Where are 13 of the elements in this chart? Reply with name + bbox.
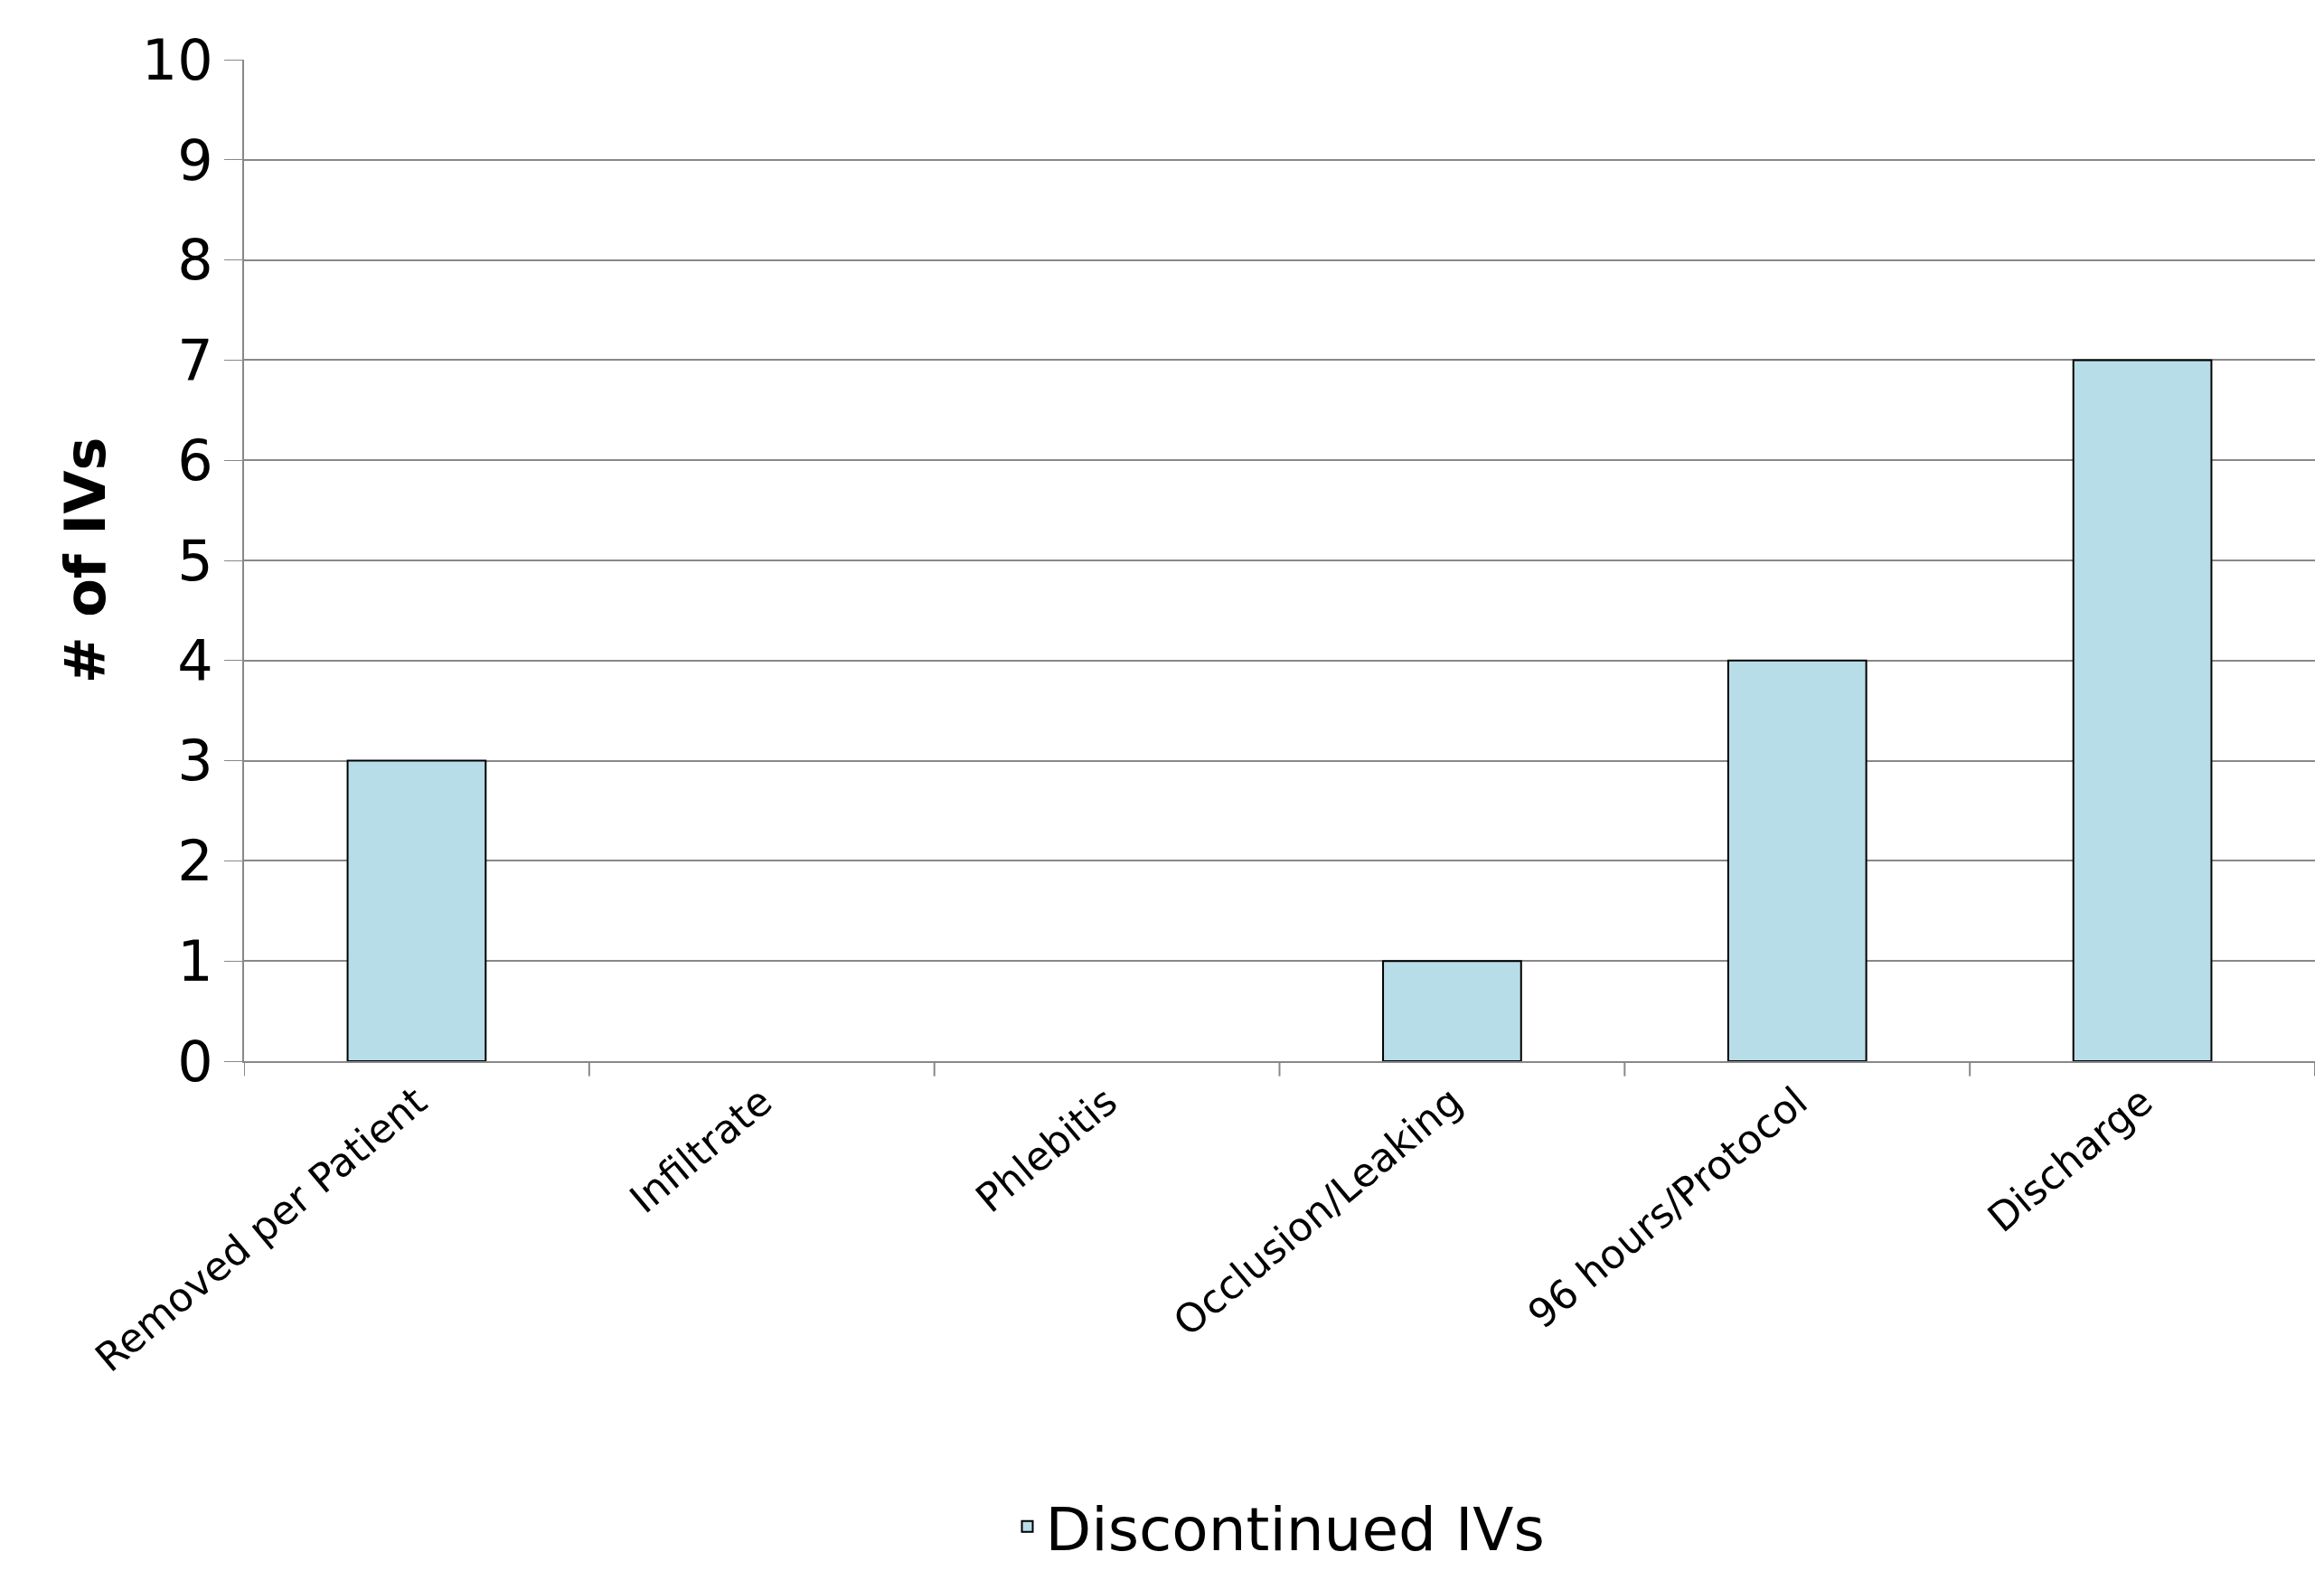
y-tick-label: 6 bbox=[177, 427, 213, 494]
y-tick-label: 9 bbox=[177, 127, 213, 193]
y-tick-label: 7 bbox=[177, 327, 213, 394]
y-tick-label: 5 bbox=[177, 527, 213, 594]
y-tick-label: 4 bbox=[177, 627, 213, 694]
y-tick-label: 8 bbox=[177, 227, 213, 294]
y-tick-label: 3 bbox=[177, 728, 213, 795]
y-tick-label: 2 bbox=[177, 828, 213, 895]
y-axis-title: # of IVs bbox=[52, 437, 118, 684]
y-tick-label: 0 bbox=[177, 1028, 213, 1095]
y-tick-label: 10 bbox=[141, 26, 213, 93]
legend-label: Discontinued IVs bbox=[1045, 1494, 1545, 1565]
y-tick-label: 1 bbox=[177, 927, 213, 994]
